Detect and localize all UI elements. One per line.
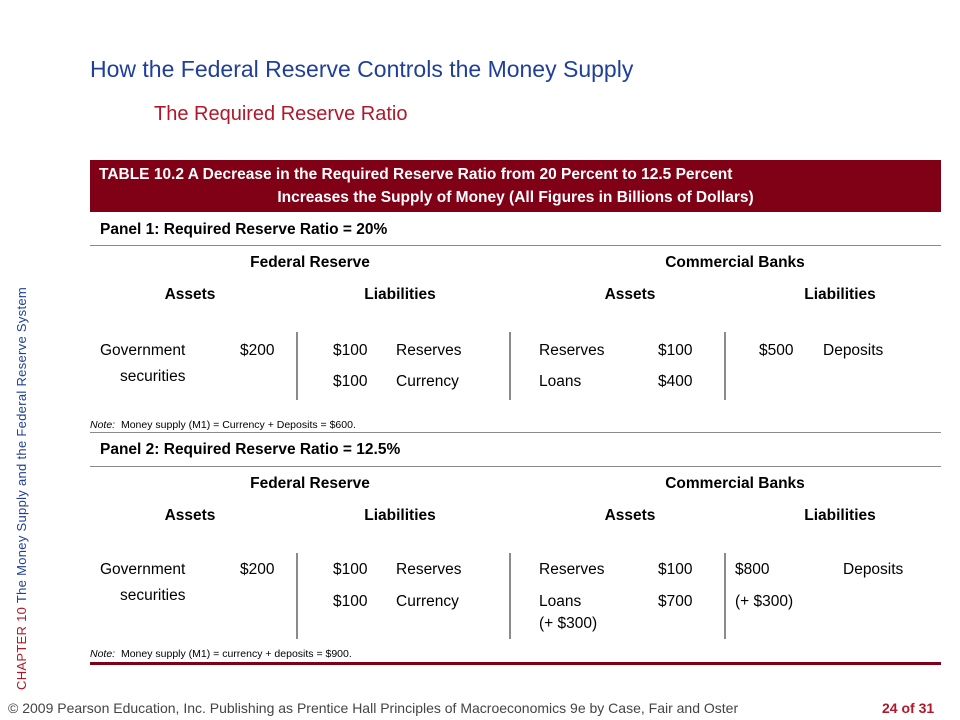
panel2-bank-reserves-label: Reserves [539,561,605,578]
panel2-fed-currency-label: Currency [396,593,459,610]
note-prefix: Note: [90,648,116,660]
panel2-bank-deposits-label: Deposits [843,561,904,578]
panel1-bank-loans-value: $400 [658,373,693,390]
panel2-fed-header: Federal Reserve [250,475,370,492]
panel1-fed-asset-label: Government [100,342,186,359]
divider [90,245,941,246]
panel1-fed-currency-value: $100 [333,373,368,390]
panel1-fed-liabilities-header: Liabilities [364,286,436,303]
chapter-title: The Money Supply and the Federal Reserve… [14,286,29,604]
panel2-bank-deposits-value: $800 [735,561,770,578]
panel1-fed-assets-header: Assets [164,286,216,303]
panel2-bank-assets-header: Assets [604,507,656,524]
section-divider [509,332,511,400]
panel2-fed-liabilities-header: Liabilities [364,507,436,524]
panel1-fed-asset-label-cont: securities [120,368,186,385]
panel2-note: Note: Money supply (M1) = currency + dep… [90,648,352,660]
page-number: 24 of 31 [882,700,935,716]
slide-subtitle: The Required Reserve Ratio [154,103,408,125]
panel1-bank-deposits-value: $500 [759,342,794,359]
panel1-bank-deposits-label: Deposits [823,342,884,359]
panel2-fed-asset-label: Government [100,561,186,578]
table-bottom-rule [90,662,941,665]
note-text: Money supply (M1) = currency + deposits … [120,648,352,660]
side-chapter-label: CHAPTER 10 The Money Supply and the Fede… [14,170,29,690]
panel2-banks-header: Commercial Banks [665,475,805,492]
panel1-fed-header: Federal Reserve [250,254,370,271]
note-text: Money supply (M1) = Currency + Deposits … [120,419,356,431]
panel1-fed-asset-value: $200 [240,342,275,359]
panel2-bank-reserves-value: $100 [658,561,693,578]
panel2-bank-loans-value: $700 [658,593,693,610]
table-heading-line1: TABLE 10.2 A Decrease in the Required Re… [99,166,733,183]
panel2-fed-currency-value: $100 [333,593,368,610]
divider [90,466,941,467]
section-divider [509,553,511,639]
table-heading-line2: Increases the Supply of Money (All Figur… [277,189,754,206]
panel2-fed-reserves-label: Reserves [396,561,462,578]
panel2-bank-liabilities-header: Liabilities [804,507,876,524]
t-account-divider [296,332,298,400]
table-heading: TABLE 10.2 A Decrease in the Required Re… [90,160,941,212]
panel1-label: Panel 1: Required Reserve Ratio = 20% [100,221,388,238]
divider [90,432,941,433]
panel2-bank-loans-label: Loans [539,593,582,610]
panel1-fed-reserves-value: $100 [333,342,368,359]
panel2-fed-asset-value: $200 [240,561,275,578]
panel2-fed-reserves-value: $100 [333,561,368,578]
panel1-note: Note: Money supply (M1) = Currency + Dep… [90,419,356,431]
panel1-bank-liabilities-header: Liabilities [804,286,876,303]
panel2-label: Panel 2: Required Reserve Ratio = 12.5% [100,441,401,458]
panel1-fed-reserves-label: Reserves [396,342,462,359]
t-account-divider [724,332,726,400]
panel1-bank-assets-header: Assets [604,286,656,303]
copyright-footer: © 2009 Pearson Education, Inc. Publishin… [8,700,739,716]
t-account-divider [296,553,298,639]
panel1-bank-reserves-label: Reserves [539,342,605,359]
panel1-fed-currency-label: Currency [396,373,459,390]
note-prefix: Note: [90,419,116,431]
panel2-fed-assets-header: Assets [164,507,216,524]
t-account-divider [724,553,726,639]
chapter-number: CHAPTER 10 [14,606,29,690]
slide-title: How the Federal Reserve Controls the Mon… [90,56,634,82]
panel2-fed-asset-label-cont: securities [120,587,186,604]
panel1-bank-reserves-value: $100 [658,342,693,359]
panel2-bank-loans-change: (+ $300) [539,615,598,632]
panel1-banks-header: Commercial Banks [665,254,805,271]
panel2-bank-deposits-change: (+ $300) [735,593,794,610]
panel1-bank-loans-label: Loans [539,373,582,390]
